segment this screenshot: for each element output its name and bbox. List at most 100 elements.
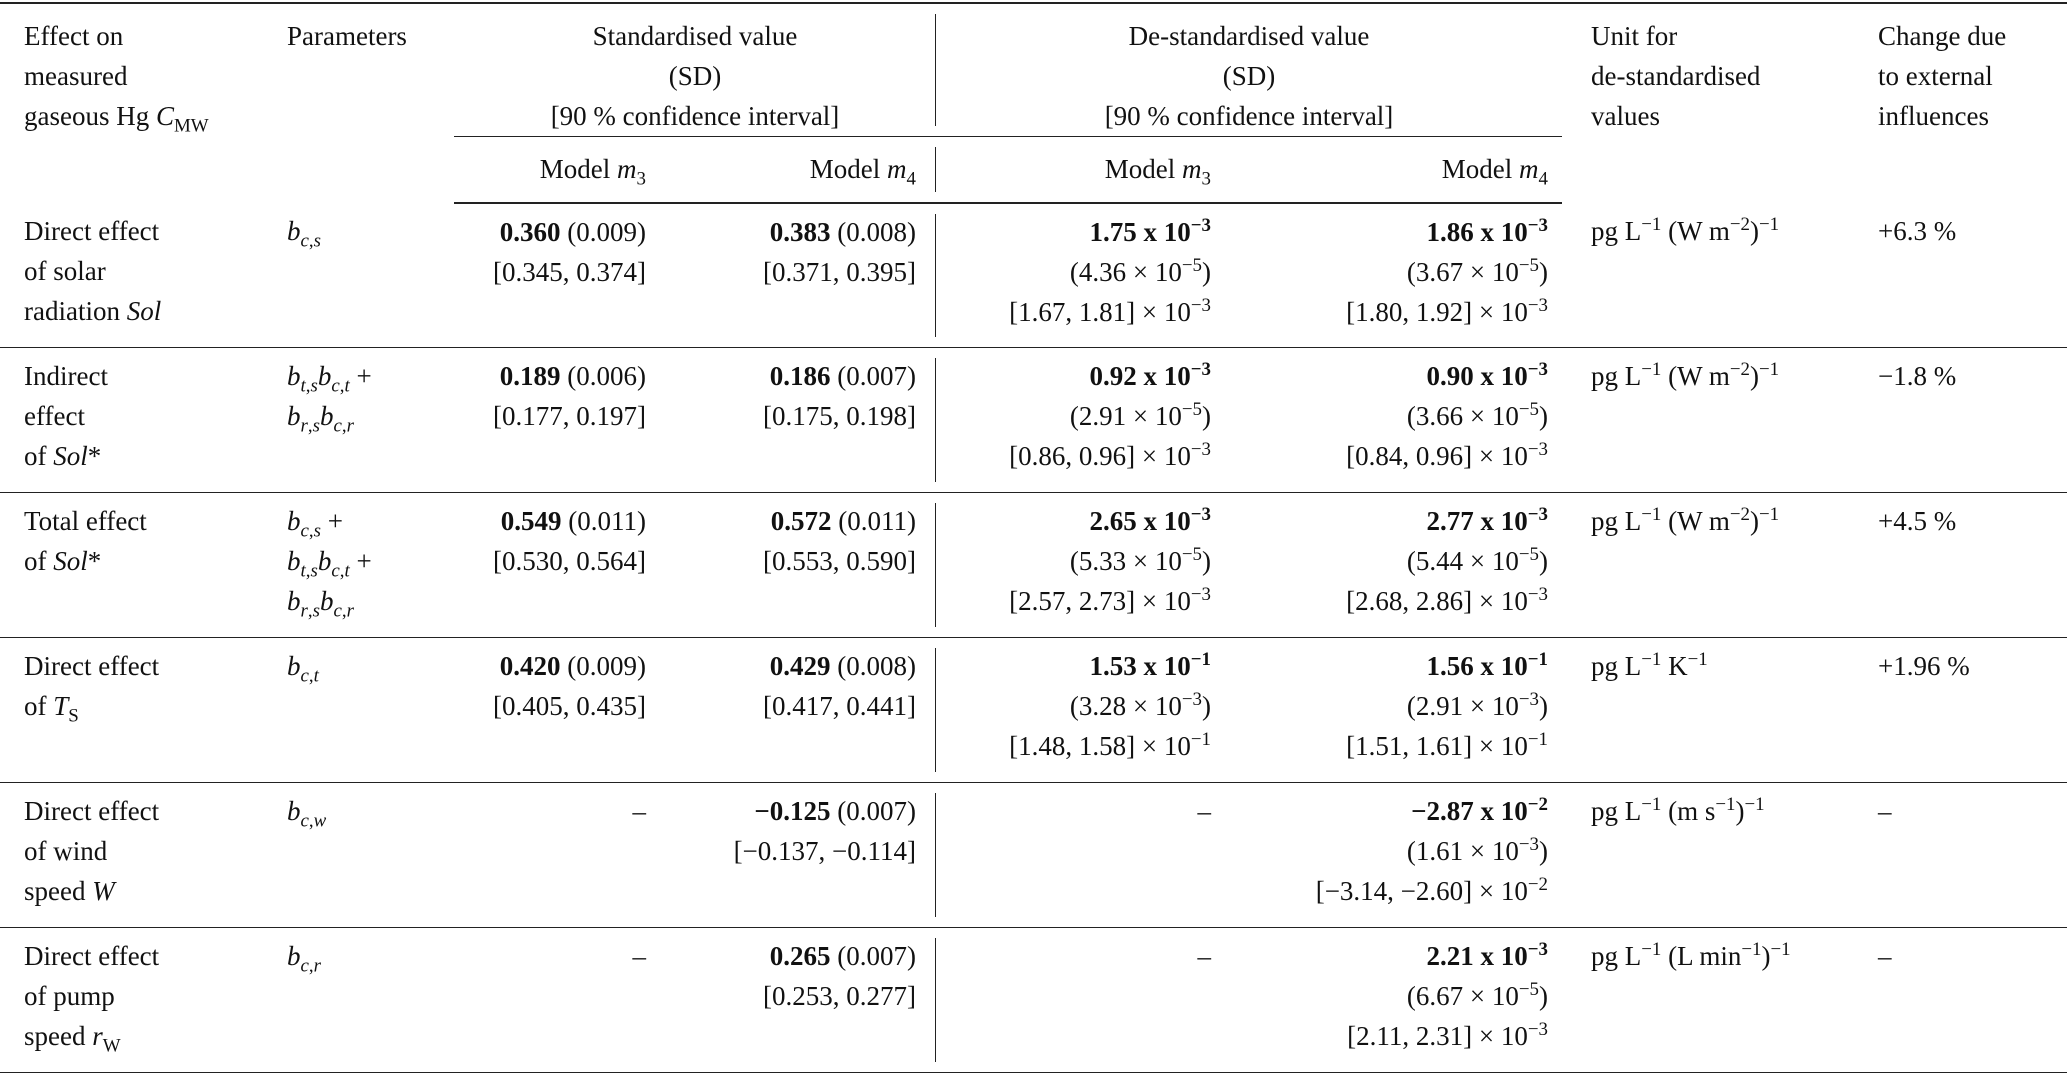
de-m4-cell: 1.56 x 10−1 (2.91 × 10−3) [1.51, 1.61] × 1… xyxy=(1225,637,1562,783)
std-m3-cell: – xyxy=(454,927,660,1073)
sd: (5.33 × 10−5) xyxy=(1069,544,1211,576)
value: −2.87 x 10−2 xyxy=(1411,794,1548,826)
unit-cell: pg L−1 (W m−2)−1 xyxy=(1562,492,1878,638)
value: 0.265 xyxy=(769,941,831,971)
sd: (0.008) xyxy=(837,651,916,681)
sd: (0.008) xyxy=(837,216,916,247)
sd: (0.011) xyxy=(838,506,916,536)
std-m4-cell: 0.383 (0.008) [0.371, 0.395] xyxy=(660,202,936,348)
effect-cell: Indirect effect of Sol* xyxy=(0,347,287,493)
unit-cell: pg L−1 (L min−1)−1 xyxy=(1562,927,1878,1073)
change-cell: +6.3 % xyxy=(1878,202,2067,348)
de-m4-cell: 2.21 x 10−3 (6.67 × 10−5) [2.11, 2.31] × 1… xyxy=(1225,927,1562,1073)
std-m3-cell: 0.189 (0.006) [0.177, 0.197] xyxy=(454,347,660,493)
header-de-model-m3: Model m3 xyxy=(936,136,1225,204)
std-m3-cell: – xyxy=(454,782,660,928)
de-m4-cell: 0.90 x 10−3 (3.66 × 10−5) [0.84, 0.96] × 1… xyxy=(1225,347,1562,493)
dash: – xyxy=(632,941,647,971)
ci: [0.175, 0.198] xyxy=(763,401,916,431)
value: 1.75 x 10−3 xyxy=(1089,214,1211,247)
std-m4-cell: 0.429 (0.008) [0.417, 0.441] xyxy=(660,637,936,783)
unit-cell: pg L−1 (W m−2)−1 xyxy=(1562,347,1878,493)
std-m4-cell: 0.265 (0.007) [0.253, 0.277] xyxy=(660,927,936,1073)
std-m4-cell: −0.125 (0.007) [−0.137, −0.114] xyxy=(660,782,936,928)
ci: [1.48, 1.58] × 10−1 xyxy=(1009,729,1211,761)
de-m4-cell: 2.77 x 10−3 (5.44 × 10−5) [2.68, 2.86] × 1… xyxy=(1225,492,1562,638)
value: 1.53 x 10−1 xyxy=(1089,649,1211,681)
de-m3-cell: – xyxy=(936,782,1225,928)
change-cell: – xyxy=(1878,927,2067,1073)
header-row: Effect on measured gaseous Hg CMW Paramete… xyxy=(0,3,2067,137)
value: 0.420 xyxy=(499,651,561,681)
sd: (3.66 × 10−5) xyxy=(1406,399,1548,431)
value: 0.360 xyxy=(499,216,561,247)
value: 1.86 x 10−3 xyxy=(1426,214,1548,247)
parameters-cell: bc,s xyxy=(287,202,454,348)
ci: [2.68, 2.86] × 10−3 xyxy=(1346,584,1548,616)
dash: – xyxy=(632,796,647,826)
value: 0.572 xyxy=(770,506,832,536)
dash: – xyxy=(1197,796,1212,826)
unit-cell: pg L−1 K−1 xyxy=(1562,637,1878,783)
ci: [0.84, 0.96] × 10−3 xyxy=(1346,439,1548,471)
header-unit: Unit for de-standardised values xyxy=(1591,21,1761,131)
header-effect: Effect on measured gaseous Hg CMW xyxy=(24,21,209,137)
ci: [0.417, 0.441] xyxy=(763,691,916,721)
effect-cell: Total effect of Sol* xyxy=(0,492,287,638)
model-header-row: Model m3 Model m4 Model m3 Model m4 xyxy=(0,136,2067,204)
de-m4-cell: 1.86 x 10−3 (3.67 × 10−5) [1.80, 1.92] × 1… xyxy=(1225,202,1562,348)
ci: [1.51, 1.61] × 10−1 xyxy=(1346,729,1548,761)
dash: – xyxy=(1197,941,1212,971)
value: −0.125 xyxy=(754,796,831,826)
sd: (0.011) xyxy=(568,506,646,536)
parameters-cell: bc,r xyxy=(287,927,454,1073)
change-cell: +4.5 % xyxy=(1878,492,2067,638)
std-m3-cell: 0.549 (0.011) [0.530, 0.564] xyxy=(454,492,660,638)
parameters-cell: bt,sbc,t + br,sbc,r xyxy=(287,347,454,493)
de-m3-cell: 1.75 x 10−3 (4.36 × 10−5) [1.67, 1.81] × 1… xyxy=(936,202,1225,348)
parameters-cell: bc,t xyxy=(287,637,454,783)
sd: (0.009) xyxy=(567,651,646,681)
sd: (3.67 × 10−5) xyxy=(1406,254,1548,287)
std-m4-cell: 0.572 (0.011) [0.553, 0.590] xyxy=(660,492,936,638)
value: 0.90 x 10−3 xyxy=(1426,359,1548,391)
value: 0.549 xyxy=(500,506,562,536)
change-cell: −1.8 % xyxy=(1878,347,2067,493)
table-row: Direct effect of TS bc,t 0.420 (0.009) [0.40… xyxy=(0,637,2067,783)
sd: (0.009) xyxy=(567,216,646,247)
de-m3-cell: – xyxy=(936,927,1225,1073)
de-m3-cell: 2.65 x 10−3 (5.33 × 10−5) [2.57, 2.73] × 1… xyxy=(936,492,1225,638)
value: 0.383 xyxy=(769,216,831,247)
sd: (0.006) xyxy=(567,361,646,391)
ci: [0.86, 0.96] × 10−3 xyxy=(1009,439,1211,471)
sd: (0.007) xyxy=(837,796,916,826)
sd: (1.61 × 10−3) xyxy=(1406,834,1548,866)
value: 0.189 xyxy=(499,361,561,391)
sd: (5.44 × 10−5) xyxy=(1406,544,1548,576)
ci: [1.67, 1.81] × 10−3 xyxy=(1009,294,1211,327)
value: 2.21 x 10−3 xyxy=(1426,939,1548,971)
sd: (3.28 × 10−3) xyxy=(1069,689,1211,721)
header-change: Change due to external influences xyxy=(1878,21,2007,131)
change-cell: – xyxy=(1878,782,2067,928)
value: 2.65 x 10−3 xyxy=(1089,504,1211,536)
header-de-model-m4: Model m4 xyxy=(1225,136,1562,204)
sd: (6.67 × 10−5) xyxy=(1406,979,1548,1011)
parameters-cell: bc,w xyxy=(287,782,454,928)
sd: (0.007) xyxy=(837,941,916,971)
de-m3-cell: 1.53 x 10−1 (3.28 × 10−3) [1.48, 1.58] × 1… xyxy=(936,637,1225,783)
effect-cell: Direct effect of pump speed rW xyxy=(0,927,287,1073)
std-m3-cell: 0.420 (0.009) [0.405, 0.435] xyxy=(454,637,660,783)
ci: [−0.137, −0.114] xyxy=(733,836,916,866)
ci: [0.405, 0.435] xyxy=(493,691,646,721)
table-row: Direct effect of solar radiation Sol bc,s 0.… xyxy=(0,202,2067,348)
std-m4-cell: 0.186 (0.007) [0.175, 0.198] xyxy=(660,347,936,493)
ci: [0.345, 0.374] xyxy=(493,256,646,287)
header-std-model-m4: Model m4 xyxy=(660,136,936,204)
sd: (4.36 × 10−5) xyxy=(1069,254,1211,287)
header-parameters: Parameters xyxy=(287,21,407,51)
ci: [0.253, 0.277] xyxy=(763,981,916,1011)
sd: (2.91 × 10−3) xyxy=(1406,689,1548,721)
